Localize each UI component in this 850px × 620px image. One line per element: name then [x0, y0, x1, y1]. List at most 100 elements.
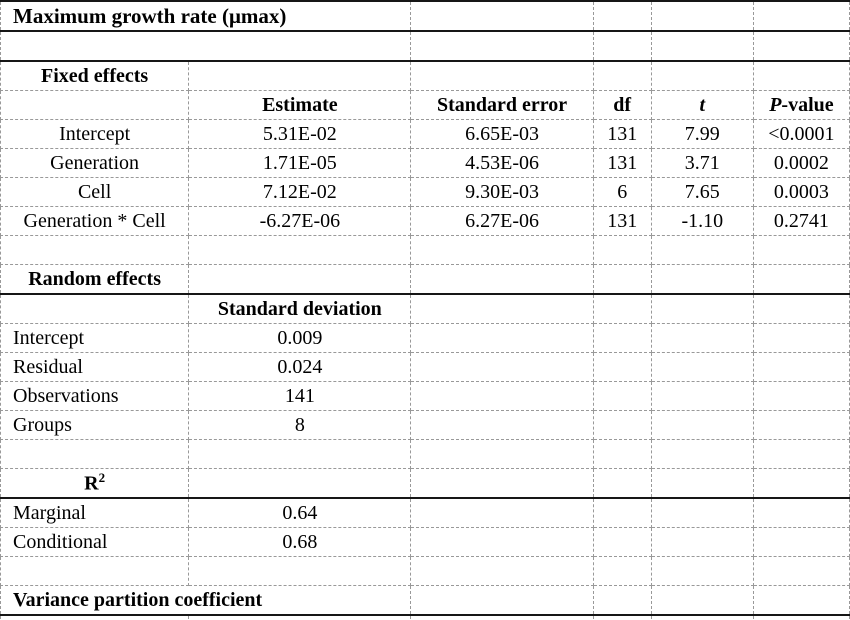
empty-cell [592, 30, 652, 62]
empty-cell [410, 60, 594, 91]
empty-cell [410, 352, 594, 382]
empty-cell [592, 235, 652, 265]
empty-cell [650, 235, 754, 265]
empty-cell [650, 585, 754, 616]
p-value: 0.2741 [752, 206, 850, 236]
spacer-row [0, 235, 850, 265]
empty-cell [752, 30, 850, 62]
fixed-effects-data-row: Intercept 5.31E-02 6.65E-03 131 7.99 <0.… [0, 119, 850, 149]
section-header-r-squared: R2 [0, 468, 190, 499]
sd-value: 0.009 [188, 323, 412, 353]
t-value: 3.71 [650, 148, 754, 178]
r2-value: 0.68 [188, 527, 412, 557]
empty-cell [592, 410, 652, 440]
empty-cell [188, 439, 412, 469]
empty-cell [752, 264, 850, 295]
empty-cell [410, 527, 594, 557]
empty-cell [650, 468, 754, 499]
empty-cell [188, 556, 412, 586]
random-effects-header-row: Standard deviation [0, 293, 850, 324]
stderr-value: 6.65E-03 [410, 119, 594, 149]
empty-cell [592, 293, 652, 324]
empty-cell [650, 439, 754, 469]
estimate-value: -6.27E-06 [188, 206, 412, 236]
empty-cell [650, 60, 754, 91]
empty-cell [592, 381, 652, 411]
empty-cell [752, 0, 850, 32]
estimate-value: 1.71E-05 [188, 148, 412, 178]
col-header-standard-error: Standard error [410, 90, 594, 120]
fixed-effects-section-row: Fixed effects [0, 60, 850, 91]
empty-cell [592, 527, 652, 557]
sd-value: 8 [188, 410, 412, 440]
empty-cell [592, 352, 652, 382]
empty-cell [592, 323, 652, 353]
empty-cell [752, 293, 850, 324]
vpc-section-row: Variance partition coefficient [0, 585, 850, 616]
empty-cell [592, 0, 652, 32]
empty-cell [752, 585, 850, 616]
empty-cell [650, 614, 754, 620]
r-squared-exponent: 2 [98, 470, 106, 486]
p-value: 0.0003 [752, 177, 850, 207]
empty-cell [752, 614, 850, 620]
term-label: Intercept [0, 323, 190, 353]
empty-cell [752, 381, 850, 411]
empty-cell [0, 439, 190, 469]
stderr-value: 4.53E-06 [410, 148, 594, 178]
col-header-standard-deviation: Standard deviation [188, 293, 412, 324]
r-squared-section-row: R2 [0, 468, 850, 499]
empty-cell [752, 235, 850, 265]
r-squared-data-row: Conditional 0.68 [0, 527, 850, 557]
empty-cell [410, 323, 594, 353]
random-effects-data-row: Intercept 0.009 [0, 323, 850, 353]
empty-cell [650, 0, 754, 32]
random-effects-section-row: Random effects [0, 264, 850, 295]
empty-cell [752, 323, 850, 353]
p-symbol: P [769, 93, 782, 116]
p-suffix: -value [781, 93, 834, 116]
empty-cell [752, 556, 850, 586]
stderr-value: 9.30E-03 [410, 177, 594, 207]
title-row: Maximum growth rate (μmax) [0, 0, 850, 32]
empty-cell [410, 235, 594, 265]
empty-cell [0, 293, 190, 324]
df-value: 131 [592, 148, 652, 178]
empty-cell [592, 556, 652, 586]
term-label: Generation [0, 148, 190, 178]
vpc-data-row: VPC 0.127 [0, 614, 850, 620]
term-label: Cell [0, 177, 190, 207]
empty-cell [410, 0, 594, 32]
sd-value: 0.024 [188, 352, 412, 382]
empty-cell [410, 439, 594, 469]
estimate-value: 7.12E-02 [188, 177, 412, 207]
random-effects-data-row: Observations 141 [0, 381, 850, 411]
term-label: Residual [0, 352, 190, 382]
fixed-effects-header-row: Estimate Standard error df t P-value [0, 90, 850, 120]
stderr-value: 6.27E-06 [410, 206, 594, 236]
estimate-value: 5.31E-02 [188, 119, 412, 149]
fixed-effects-data-row: Generation * Cell -6.27E-06 6.27E-06 131… [0, 206, 850, 236]
empty-cell [650, 30, 754, 62]
empty-cell [592, 614, 652, 620]
section-header-vpc: Variance partition coefficient [0, 585, 412, 616]
random-effects-data-row: Residual 0.024 [0, 352, 850, 382]
empty-cell [410, 556, 594, 586]
empty-cell [0, 556, 190, 586]
df-value: 131 [592, 206, 652, 236]
empty-cell [650, 527, 754, 557]
empty-cell [188, 60, 412, 91]
df-value: 6 [592, 177, 652, 207]
p-value: 0.0002 [752, 148, 850, 178]
term-label: Intercept [0, 119, 190, 149]
term-label: Observations [0, 381, 190, 411]
empty-cell [650, 264, 754, 295]
empty-cell [752, 497, 850, 528]
empty-cell [650, 323, 754, 353]
empty-cell [410, 614, 594, 620]
empty-cell [650, 410, 754, 440]
section-header-fixed-effects: Fixed effects [0, 60, 190, 91]
empty-cell [0, 235, 190, 265]
